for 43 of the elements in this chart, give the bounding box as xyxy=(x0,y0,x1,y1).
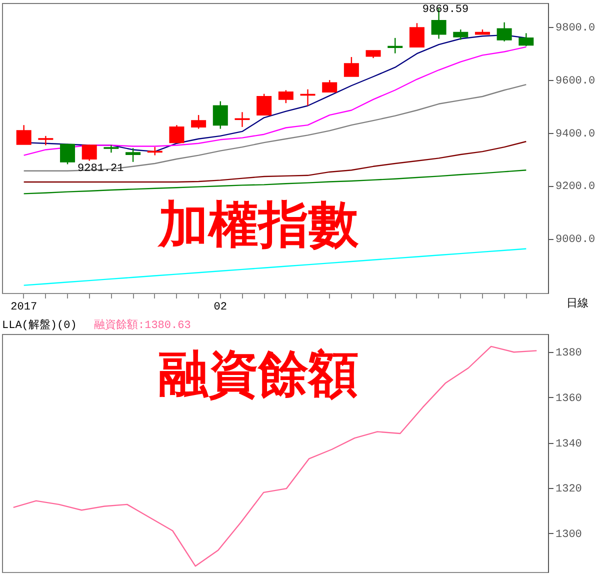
candlestick xyxy=(453,28,468,40)
y-tick-label: 1300 xyxy=(556,528,582,541)
line-series xyxy=(23,84,527,172)
candlestick xyxy=(409,22,424,48)
text: 融資餘額:1380.63 xyxy=(94,318,191,332)
y-tick-label: 9800.0 xyxy=(556,22,596,34)
candlestick xyxy=(256,93,272,116)
y-tick-label: 9200.0 xyxy=(556,181,596,194)
candlestick xyxy=(496,22,512,42)
candlestick xyxy=(518,32,534,47)
candlestick xyxy=(344,56,359,77)
candlestick xyxy=(82,144,97,162)
y-tick-label: 9400.0 xyxy=(556,128,596,140)
line-series xyxy=(23,170,527,194)
y-tick-label: 1380 xyxy=(556,348,582,360)
chart-title: LLA(解盤)(0) xyxy=(2,319,77,332)
candlestick xyxy=(191,114,206,130)
candlestick xyxy=(322,79,338,93)
x-axis-title: 日線 xyxy=(566,298,588,310)
candlestick xyxy=(388,37,403,54)
candlestick xyxy=(212,100,228,130)
y-tick-label: 1320 xyxy=(556,484,582,496)
y-tick-label: 9600.0 xyxy=(556,75,596,88)
candlestick xyxy=(234,112,250,128)
candlestick xyxy=(60,143,76,165)
x-tick-label: 2017 xyxy=(10,302,38,314)
candlestick xyxy=(16,124,32,146)
candlestick xyxy=(38,135,54,146)
annotation: 融資餘額 xyxy=(158,344,359,403)
y-tick-label: 1340 xyxy=(556,438,582,450)
candlestick xyxy=(169,124,184,144)
annotation: 9869.59 xyxy=(422,4,469,16)
y-tick-label: 9000.0 xyxy=(556,234,596,246)
candlestick xyxy=(104,144,119,154)
line-series xyxy=(23,248,527,286)
line-series xyxy=(23,140,527,183)
y-tick-label: 1360 xyxy=(556,392,582,405)
annotation: 加權指數 xyxy=(156,194,360,254)
line-series xyxy=(12,346,538,567)
candlestick xyxy=(126,148,141,163)
annotation: 9281.21 xyxy=(78,163,124,176)
candlestick xyxy=(278,90,294,104)
x-tick-label: 02 xyxy=(214,302,227,314)
